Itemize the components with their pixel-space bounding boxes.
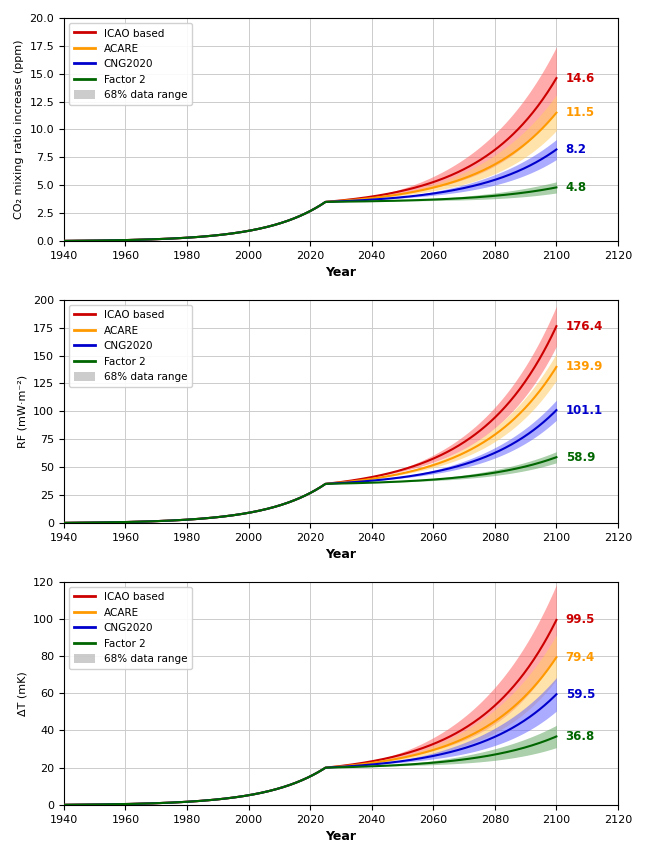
Y-axis label: RF (mW·m⁻²): RF (mW·m⁻²)	[17, 375, 28, 448]
Y-axis label: ΔT (mK): ΔT (mK)	[17, 671, 28, 716]
Text: 99.5: 99.5	[566, 614, 595, 626]
Legend: ICAO based, ACARE, CNG2020, Factor 2, 68% data range: ICAO based, ACARE, CNG2020, Factor 2, 68…	[69, 305, 193, 387]
X-axis label: Year: Year	[326, 548, 357, 561]
Text: 79.4: 79.4	[566, 650, 595, 664]
Legend: ICAO based, ACARE, CNG2020, Factor 2, 68% data range: ICAO based, ACARE, CNG2020, Factor 2, 68…	[69, 587, 193, 669]
Text: 101.1: 101.1	[566, 404, 603, 417]
Legend: ICAO based, ACARE, CNG2020, Factor 2, 68% data range: ICAO based, ACARE, CNG2020, Factor 2, 68…	[69, 23, 193, 105]
Y-axis label: CO₂ mixing ratio increase (ppm): CO₂ mixing ratio increase (ppm)	[14, 39, 24, 219]
X-axis label: Year: Year	[326, 267, 357, 279]
Text: 139.9: 139.9	[566, 361, 603, 374]
Text: 11.5: 11.5	[566, 106, 595, 119]
Text: 14.6: 14.6	[566, 72, 595, 85]
X-axis label: Year: Year	[326, 830, 357, 843]
Text: 8.2: 8.2	[566, 143, 587, 156]
Text: 4.8: 4.8	[566, 181, 587, 194]
Text: 176.4: 176.4	[566, 320, 603, 333]
Text: 36.8: 36.8	[566, 730, 595, 743]
Text: 59.5: 59.5	[566, 688, 595, 701]
Text: 58.9: 58.9	[566, 451, 595, 464]
